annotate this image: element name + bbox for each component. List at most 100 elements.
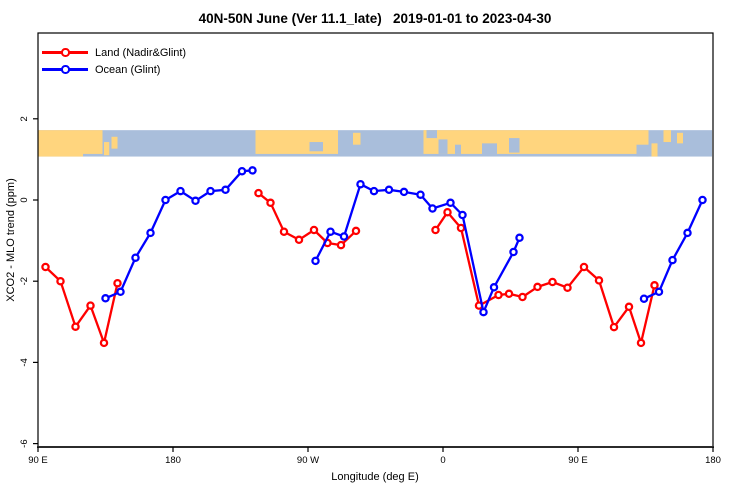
map-band-land bbox=[663, 130, 671, 143]
x-tick-label: 0 bbox=[440, 455, 445, 466]
data-point-land bbox=[594, 276, 604, 285]
data-point-ocean bbox=[384, 185, 394, 195]
map-band-ocean-patch bbox=[438, 139, 448, 154]
data-point-land bbox=[113, 278, 122, 288]
data-point-ocean bbox=[146, 228, 155, 238]
data-point-land bbox=[443, 207, 452, 217]
map-band-land bbox=[111, 136, 118, 149]
data-point-ocean bbox=[489, 283, 499, 292]
data-point-land bbox=[266, 198, 275, 208]
data-point-ocean bbox=[206, 186, 215, 196]
data-point-ocean bbox=[479, 307, 488, 317]
data-point-land bbox=[431, 225, 440, 235]
chart-title: 40N-50N June (Ver 11.1_late) 2019-01-01 … bbox=[198, 11, 552, 26]
data-point-ocean bbox=[458, 210, 467, 220]
data-point-land bbox=[294, 235, 304, 245]
data-point-land bbox=[71, 322, 80, 331]
y-axis-title: XCO2 - MLO trend (ppm) bbox=[5, 178, 17, 302]
data-point-land bbox=[56, 276, 65, 286]
data-point-land bbox=[41, 262, 50, 272]
data-point-land bbox=[533, 282, 542, 292]
data-point-land bbox=[548, 277, 557, 287]
data-point-ocean bbox=[248, 166, 257, 175]
data-point-ocean bbox=[446, 198, 455, 208]
map-band-ocean-patch bbox=[426, 130, 437, 139]
map-band-land bbox=[651, 143, 658, 157]
data-point-ocean bbox=[237, 166, 247, 176]
data-point-ocean bbox=[326, 227, 335, 236]
data-point-ocean bbox=[101, 294, 110, 303]
data-point-ocean bbox=[698, 195, 707, 205]
y-tick-label: 2 bbox=[19, 116, 30, 121]
data-point-ocean bbox=[509, 247, 518, 257]
legend: Land (Nadir&Glint) Ocean (Glint) bbox=[42, 44, 186, 78]
data-point-ocean bbox=[311, 256, 320, 266]
data-point-ocean bbox=[116, 287, 125, 297]
y-tick-label: -4 bbox=[19, 358, 30, 366]
data-point-land bbox=[254, 188, 263, 198]
data-point-land bbox=[609, 322, 619, 332]
x-axis-title: Longitude (deg E) bbox=[331, 471, 419, 483]
map-band-ocean-patch bbox=[309, 142, 323, 152]
data-point-land bbox=[456, 223, 466, 233]
x-tick-label: 90 E bbox=[568, 455, 588, 466]
data-point-ocean bbox=[654, 287, 664, 297]
x-tick-label: 180 bbox=[705, 455, 721, 466]
data-point-ocean bbox=[668, 255, 677, 265]
legend-item-ocean: Ocean (Glint) bbox=[42, 61, 186, 78]
series-line-land bbox=[434, 211, 656, 345]
y-tick-label: -2 bbox=[19, 277, 30, 285]
y-tick-label: 0 bbox=[19, 197, 30, 202]
data-point-land bbox=[563, 283, 572, 292]
map-band-land bbox=[353, 132, 361, 145]
plot-frame bbox=[37, 32, 714, 448]
data-point-ocean bbox=[515, 233, 524, 243]
data-point-ocean bbox=[683, 228, 692, 238]
data-point-land bbox=[624, 302, 634, 312]
map-band-ocean-patch bbox=[509, 138, 520, 153]
data-point-land bbox=[336, 240, 346, 250]
ocean-line-sample-icon bbox=[42, 65, 88, 74]
data-point-land bbox=[351, 226, 361, 236]
series-line-land bbox=[44, 266, 119, 345]
map-band-land bbox=[104, 142, 110, 156]
legend-item-land: Land (Nadir&Glint) bbox=[42, 44, 186, 61]
data-point-land bbox=[650, 281, 659, 290]
x-tick-label: 90 E bbox=[28, 455, 48, 466]
x-tick-label: 180 bbox=[165, 455, 181, 466]
land-line-sample-icon bbox=[42, 48, 88, 57]
data-point-land bbox=[504, 289, 514, 299]
data-point-land bbox=[579, 262, 589, 272]
map-band-ocean-patch bbox=[482, 143, 497, 156]
data-point-land bbox=[518, 292, 527, 302]
data-point-ocean bbox=[416, 190, 425, 199]
map-band-land bbox=[255, 130, 338, 154]
data-point-land bbox=[279, 227, 289, 236]
data-point-land bbox=[636, 338, 646, 348]
map-band-land bbox=[677, 132, 683, 144]
data-point-land bbox=[309, 225, 319, 235]
data-point-ocean bbox=[161, 195, 170, 205]
data-point-land bbox=[494, 290, 503, 300]
data-point-ocean bbox=[191, 196, 200, 206]
data-point-ocean bbox=[428, 204, 437, 213]
data-point-ocean bbox=[176, 186, 185, 196]
data-point-ocean bbox=[639, 294, 649, 303]
data-point-ocean bbox=[399, 187, 409, 197]
data-point-land bbox=[99, 338, 109, 348]
series-line-ocean bbox=[314, 183, 521, 314]
data-point-ocean bbox=[369, 186, 379, 196]
data-point-ocean bbox=[356, 179, 365, 189]
data-point-ocean bbox=[131, 253, 140, 262]
data-point-ocean bbox=[339, 232, 349, 241]
x-tick-label: 90 W bbox=[297, 455, 319, 466]
data-point-land bbox=[86, 301, 95, 310]
legend-label-ocean: Ocean (Glint) bbox=[95, 63, 161, 76]
map-band-ocean-patch bbox=[455, 144, 461, 154]
map-band-land bbox=[83, 130, 103, 154]
map-band-ocean-patch bbox=[636, 144, 649, 157]
map-band-land bbox=[423, 130, 649, 154]
y-tick-label: -6 bbox=[19, 439, 30, 447]
